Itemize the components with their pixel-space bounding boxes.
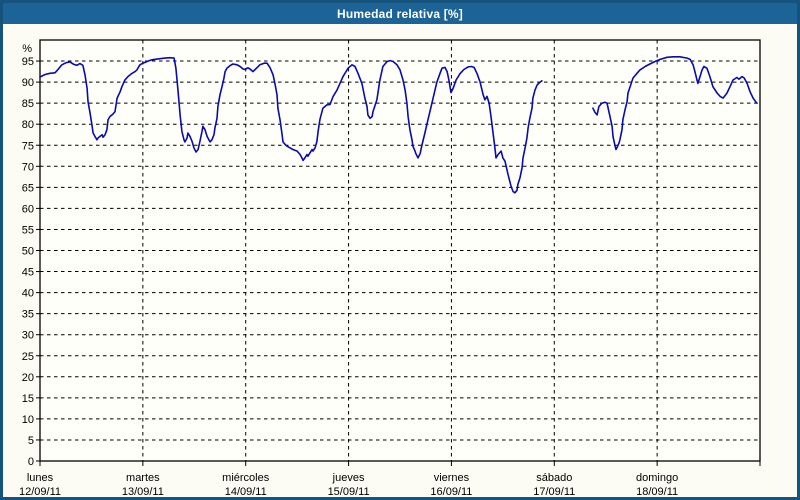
title-bar: Humedad relativa [%] <box>3 3 797 24</box>
y-axis-label: 85 <box>22 98 34 110</box>
y-axis-unit: % <box>22 43 32 55</box>
x-axis-day-date: 17/09/11 <box>533 486 575 497</box>
x-axis-day-date: 18/09/11 <box>636 486 678 497</box>
x-axis-day-name: sábado <box>536 472 572 484</box>
y-axis-label: 5 <box>28 435 34 447</box>
x-axis-day-name: viernes <box>434 472 470 484</box>
y-axis-label: 55 <box>22 224 34 236</box>
x-axis-day-date: 12/09/11 <box>19 486 61 497</box>
y-axis-label: 30 <box>22 330 34 342</box>
y-axis-label: 10 <box>22 414 34 426</box>
y-axis-label: 80 <box>22 119 34 131</box>
x-axis-day-name: jueves <box>332 472 365 484</box>
x-axis-day-name: miércoles <box>222 472 270 484</box>
y-axis-label: 65 <box>22 182 34 194</box>
chart-title: Humedad relativa [%] <box>336 6 464 21</box>
y-axis-label: 45 <box>22 267 34 279</box>
y-axis-label: 60 <box>22 203 34 215</box>
x-axis-day-date: 15/09/11 <box>328 486 370 497</box>
y-axis-label: 15 <box>22 393 34 405</box>
y-axis-label: 70 <box>22 161 34 173</box>
y-axis-label: 40 <box>22 288 34 300</box>
humidity-line-segment <box>39 56 543 194</box>
y-axis-label: 50 <box>22 246 34 258</box>
humidity-line-chart: 0 5 10 15 20 25 30 35 40 45 50 55 60 65 70 75 80 85 90 95% l… <box>19 39 761 497</box>
y-axis-label: 0 <box>28 456 34 468</box>
y-axis-label: 25 <box>22 351 34 363</box>
x-axis-day-date: 14/09/11 <box>225 486 267 497</box>
x-axis-day-name: lunes <box>27 472 54 484</box>
x-axis-day-date: 16/09/11 <box>430 486 472 497</box>
y-axis-label: 35 <box>22 309 34 321</box>
y-axis-label: 75 <box>22 140 34 152</box>
y-axis-label: 90 <box>22 77 34 89</box>
y-axis-label: 95 <box>22 56 34 68</box>
y-axis-label: 20 <box>22 372 34 384</box>
humidity-line-segment <box>592 55 758 151</box>
x-axis-day-name: domingo <box>636 472 678 484</box>
x-axis-day-name: martes <box>126 472 160 484</box>
x-axis-day-date: 13/09/11 <box>122 486 164 497</box>
